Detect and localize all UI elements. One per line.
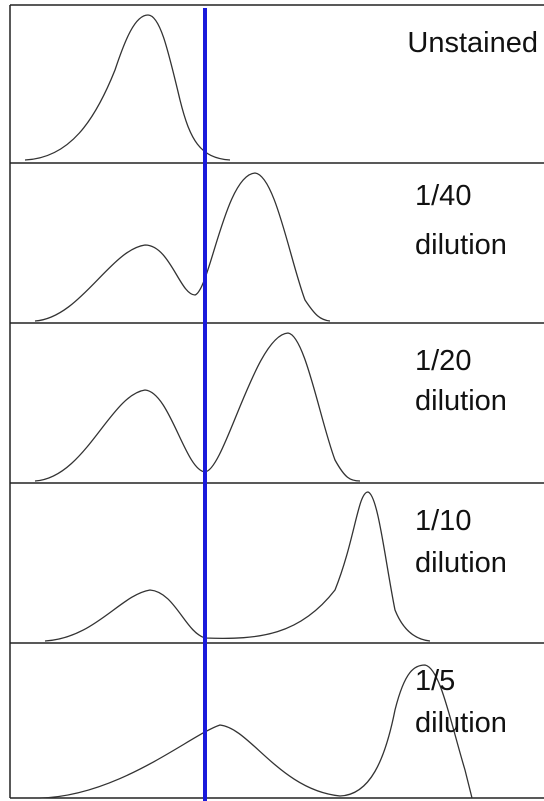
- panel-label: 1/40: [415, 180, 471, 212]
- panel-label: dilution: [415, 707, 507, 739]
- panel-label: 1/5: [415, 665, 455, 697]
- histogram: [34, 332, 361, 482]
- panel-label: dilution: [415, 385, 507, 417]
- panel-label: 1/20: [415, 345, 471, 377]
- panel-label: dilution: [415, 229, 507, 261]
- histogram: [44, 491, 431, 642]
- panel-label: 1/10: [415, 505, 471, 537]
- histogram: [34, 172, 331, 322]
- histogram: [24, 14, 231, 161]
- panel-label: Unstained: [407, 27, 538, 59]
- histogram: [39, 664, 473, 799]
- panel-label: dilution: [415, 547, 507, 579]
